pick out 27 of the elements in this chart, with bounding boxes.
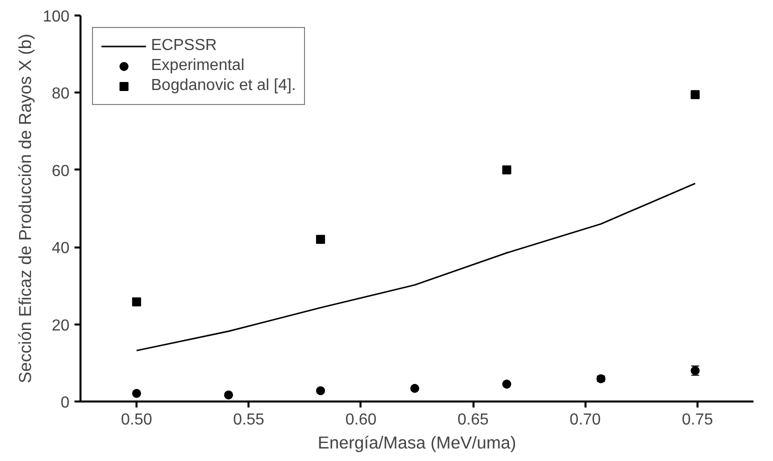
y-tick-label: 20: [52, 317, 70, 334]
point: [690, 90, 700, 100]
legend-label: ECPSSR: [151, 37, 217, 55]
point: [410, 384, 420, 393]
legend-label: Experimental: [151, 57, 244, 75]
y-tick-label: 80: [52, 86, 70, 103]
line-series: [136, 182, 696, 352]
x-tick-label: 0.75: [682, 412, 714, 428]
x-axis-title: Energía/Masa (MeV/uma): [318, 432, 516, 452]
point: [132, 297, 142, 306]
x-tick-label: 0.70: [570, 412, 601, 428]
point: [132, 388, 142, 398]
x-tick-label: 0.50: [121, 412, 152, 428]
point: [316, 234, 326, 244]
x-tick-label: 0.55: [233, 412, 264, 428]
point: [316, 386, 326, 396]
x-tick-label: 0.60: [345, 412, 377, 428]
point: [502, 165, 512, 174]
x-tick-label: 0.65: [458, 412, 489, 428]
y-tick-label: 60: [52, 162, 70, 180]
point: [502, 380, 512, 389]
y-axis-title: Sección Eficaz de Producción de Rayos X (b): [14, 34, 35, 384]
y-tick-label: 40: [52, 240, 70, 258]
y-tick-label: 0: [60, 394, 70, 412]
point: [224, 390, 234, 400]
y-tick-label: 100: [42, 8, 70, 26]
legend-label: Bogdanovic et al [4].: [151, 77, 296, 95]
